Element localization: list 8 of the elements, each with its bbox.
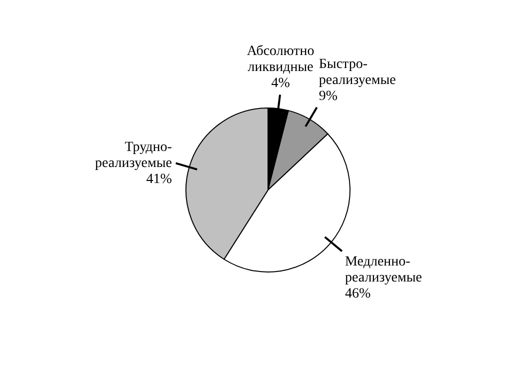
data-label: 41% xyxy=(146,172,172,188)
slice-label: Абсолютно ликвидные xyxy=(246,44,314,75)
slice-label: Трудно-реализуемые xyxy=(95,140,172,172)
slice-label: Быстро-реализуемые xyxy=(318,56,396,88)
data-label: 46% xyxy=(345,286,372,302)
slice-label: Медленно-реализуемые xyxy=(345,254,422,286)
data-label: 9% xyxy=(318,88,338,104)
data-label: 4% xyxy=(271,76,290,91)
